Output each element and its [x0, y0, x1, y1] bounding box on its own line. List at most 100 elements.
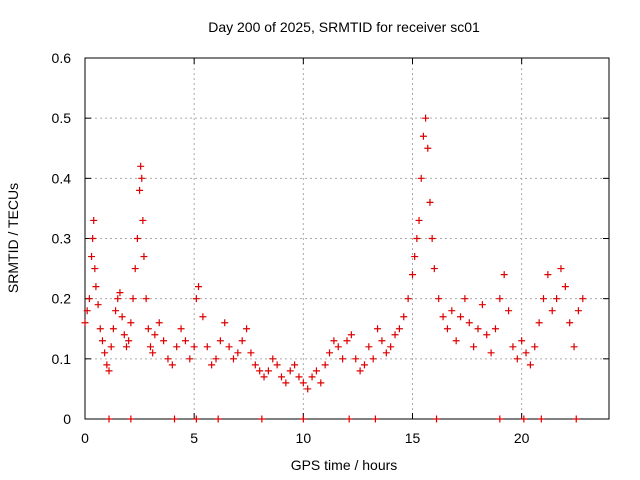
data-point — [234, 349, 241, 356]
data-point — [91, 265, 98, 272]
data-point — [195, 283, 202, 290]
data-point — [151, 331, 158, 338]
data-point — [435, 295, 442, 302]
data-point — [420, 133, 427, 140]
y-tick-label: 0.2 — [52, 291, 72, 307]
data-point — [475, 325, 482, 332]
data-point — [101, 349, 108, 356]
data-point — [88, 253, 95, 260]
data-point — [562, 283, 569, 290]
data-point — [261, 373, 268, 380]
data-point — [370, 355, 377, 362]
data-point — [344, 337, 351, 344]
data-point — [145, 325, 152, 332]
data-point — [215, 416, 222, 423]
data-point — [444, 325, 451, 332]
data-point — [193, 295, 200, 302]
data-point — [147, 343, 154, 350]
data-point — [137, 163, 144, 170]
data-point — [132, 265, 139, 272]
data-point — [483, 331, 490, 338]
data-point — [387, 343, 394, 350]
data-point — [116, 289, 123, 296]
data-point — [479, 301, 486, 308]
data-point — [365, 343, 372, 350]
data-point — [269, 355, 276, 362]
data-point — [119, 313, 126, 320]
data-point — [505, 307, 512, 314]
data-point — [92, 283, 99, 290]
data-point — [418, 175, 425, 182]
data-point — [86, 295, 93, 302]
data-point — [90, 217, 97, 224]
data-point — [95, 301, 102, 308]
data-point — [300, 379, 307, 386]
data-point — [287, 367, 294, 374]
data-point — [429, 235, 436, 242]
data-point — [173, 343, 180, 350]
data-point — [527, 361, 534, 368]
data-point — [557, 265, 564, 272]
data-point — [424, 145, 431, 152]
data-point — [164, 355, 171, 362]
axis-ticks: 00.10.20.30.40.50.605101520 — [52, 50, 609, 446]
data-point — [313, 367, 320, 374]
data-point — [160, 337, 167, 344]
data-point — [300, 416, 307, 423]
x-tick-label: 10 — [296, 430, 312, 446]
data-point — [440, 313, 447, 320]
data-point — [335, 343, 342, 350]
data-point — [457, 313, 464, 320]
data-point — [258, 416, 265, 423]
data-point — [357, 367, 364, 374]
data-point — [291, 361, 298, 368]
data-point — [361, 361, 368, 368]
data-point — [523, 349, 530, 356]
data-point — [509, 343, 516, 350]
data-point — [136, 187, 143, 194]
data-point — [217, 337, 224, 344]
data-point — [396, 325, 403, 332]
data-point — [134, 235, 141, 242]
data-point — [309, 373, 316, 380]
data-point — [540, 295, 547, 302]
data-point — [139, 217, 146, 224]
data-point — [538, 416, 545, 423]
data-point — [317, 379, 324, 386]
data-point — [204, 343, 211, 350]
x-tick-label: 20 — [514, 430, 530, 446]
data-point — [409, 271, 416, 278]
data-point — [127, 416, 134, 423]
y-tick-label: 0.4 — [52, 170, 72, 186]
data-point — [295, 373, 302, 380]
data-point — [191, 343, 198, 350]
data-point — [169, 361, 176, 368]
data-point — [549, 307, 556, 314]
data-point — [322, 361, 329, 368]
data-point — [374, 325, 381, 332]
data-point — [492, 325, 499, 332]
data-point — [431, 265, 438, 272]
data-point — [221, 319, 228, 326]
data-point — [518, 337, 525, 344]
data-point — [466, 319, 473, 326]
data-point — [544, 271, 551, 278]
data-point — [553, 295, 560, 302]
data-point — [378, 337, 385, 344]
data-point — [571, 343, 578, 350]
data-point — [171, 416, 178, 423]
data-point — [453, 337, 460, 344]
y-tick-label: 0.6 — [52, 50, 72, 66]
data-point — [573, 416, 580, 423]
data-point — [501, 271, 508, 278]
data-point — [416, 217, 423, 224]
data-point — [488, 349, 495, 356]
data-point — [247, 349, 254, 356]
x-tick-label: 0 — [81, 430, 89, 446]
data-point — [121, 331, 128, 338]
data-point — [252, 361, 259, 368]
data-point — [199, 313, 206, 320]
data-point — [182, 337, 189, 344]
data-point — [496, 295, 503, 302]
x-tick-label: 15 — [405, 430, 421, 446]
